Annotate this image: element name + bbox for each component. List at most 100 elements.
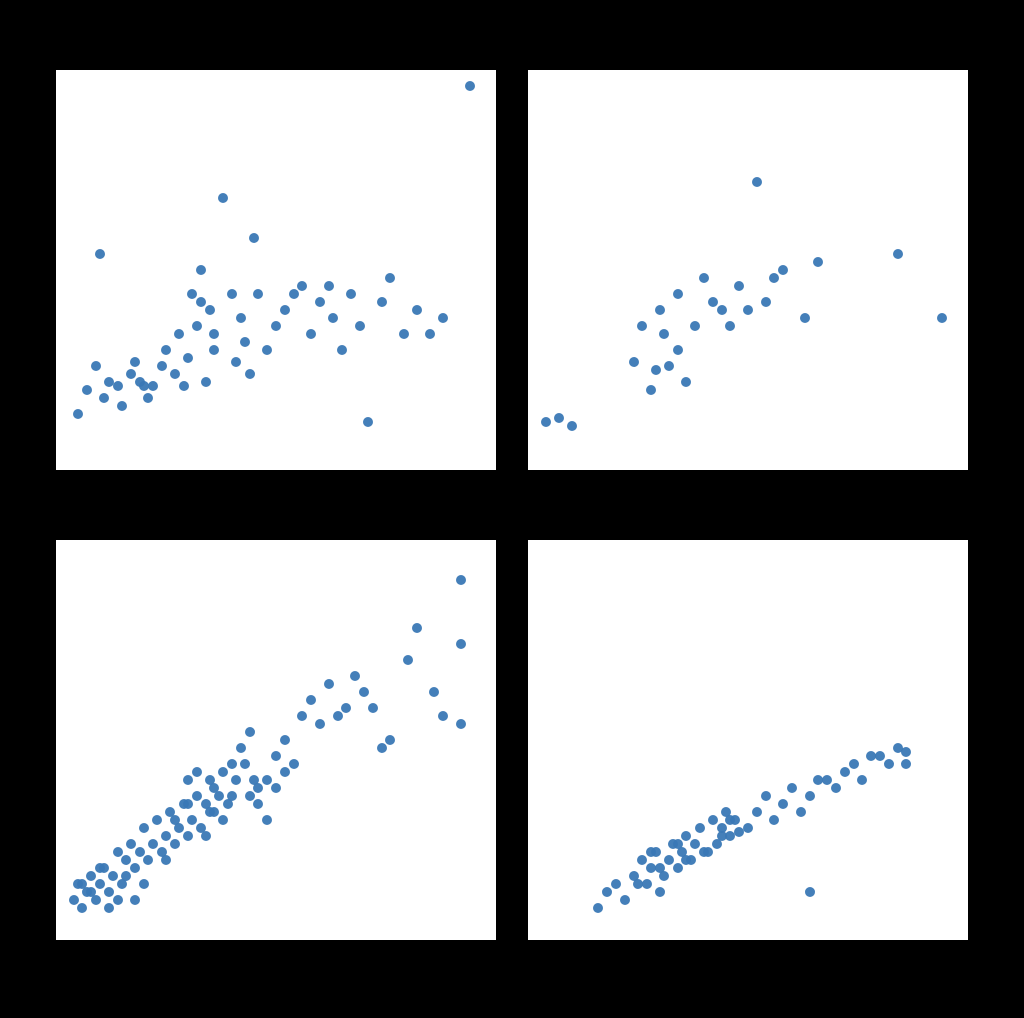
- scatter-point: [157, 361, 167, 371]
- scatter-point: [253, 799, 263, 809]
- scatter-point: [611, 879, 621, 889]
- scatter-point: [695, 823, 705, 833]
- scatter-point: [796, 807, 806, 817]
- scatter-point: [289, 759, 299, 769]
- scatter-point: [681, 855, 691, 865]
- scatter-point: [201, 831, 211, 841]
- scatter-point: [179, 381, 189, 391]
- scatter-point: [681, 831, 691, 841]
- scatter-point: [425, 329, 435, 339]
- scatter-point: [315, 297, 325, 307]
- scatter-point: [456, 639, 466, 649]
- scatter-point: [297, 711, 307, 721]
- scatter-point: [280, 735, 290, 745]
- scatter-point: [315, 719, 325, 729]
- scatter-point: [113, 847, 123, 857]
- scatter-point: [602, 887, 612, 897]
- scatter-point: [717, 305, 727, 315]
- scatter-point: [822, 775, 832, 785]
- scatter-point: [769, 273, 779, 283]
- scatter-point: [646, 847, 656, 857]
- scatter-point: [245, 727, 255, 737]
- scatter-point: [567, 421, 577, 431]
- scatter-point: [280, 767, 290, 777]
- scatter-point: [673, 289, 683, 299]
- scatter-point: [77, 903, 87, 913]
- scatter-point: [253, 289, 263, 299]
- scatter-point: [717, 831, 727, 841]
- scatter-point: [778, 265, 788, 275]
- scatter-point: [403, 655, 413, 665]
- scatter-point: [651, 365, 661, 375]
- scatter-point: [183, 775, 193, 785]
- scatter-point: [664, 855, 674, 865]
- scatter-point: [113, 895, 123, 905]
- scatter-point: [108, 871, 118, 881]
- scatter-point: [368, 703, 378, 713]
- scatter-point: [690, 839, 700, 849]
- scatter-point: [143, 855, 153, 865]
- scatter-point: [95, 249, 105, 259]
- scatter-point: [143, 393, 153, 403]
- scatter-point: [183, 353, 193, 363]
- scatter-point: [280, 305, 290, 315]
- scatter-point: [673, 345, 683, 355]
- scatter-point: [192, 791, 202, 801]
- scatter-point: [629, 357, 639, 367]
- scatter-point: [901, 759, 911, 769]
- scatter-point: [73, 409, 83, 419]
- scatter-point: [306, 329, 316, 339]
- scatter-point: [769, 815, 779, 825]
- scatter-point: [148, 839, 158, 849]
- scatter-point: [800, 313, 810, 323]
- scatter-point: [438, 313, 448, 323]
- scatter-point: [725, 815, 735, 825]
- scatter-point: [196, 265, 206, 275]
- scatter-point: [655, 863, 665, 873]
- scatter-point: [681, 377, 691, 387]
- scatter-point: [161, 855, 171, 865]
- scatter-point: [240, 337, 250, 347]
- scatter-point: [95, 879, 105, 889]
- scatter-point: [209, 345, 219, 355]
- scatter-point: [456, 719, 466, 729]
- scatter-point: [341, 703, 351, 713]
- scatter-point: [399, 329, 409, 339]
- scatter-point: [152, 815, 162, 825]
- scatter-point: [337, 345, 347, 355]
- scatter-panel-bottom-left: [56, 540, 496, 940]
- scatter-point: [385, 273, 395, 283]
- scatter-point: [752, 807, 762, 817]
- scatter-point: [231, 357, 241, 367]
- scatter-point: [646, 385, 656, 395]
- scatter-point: [333, 711, 343, 721]
- scatter-point: [752, 177, 762, 187]
- scatter-point: [126, 369, 136, 379]
- scatter-point: [271, 751, 281, 761]
- scatter-point: [359, 687, 369, 697]
- scatter-point: [95, 863, 105, 873]
- scatter-point: [642, 879, 652, 889]
- scatter-point: [937, 313, 947, 323]
- scatter-point: [86, 887, 96, 897]
- scatter-point: [805, 887, 815, 897]
- scatter-point: [227, 759, 237, 769]
- scatter-point: [690, 321, 700, 331]
- scatter-point: [655, 887, 665, 897]
- scatter-point: [429, 687, 439, 697]
- scatter-point: [324, 281, 334, 291]
- scatter-point: [743, 305, 753, 315]
- scatter-point: [673, 863, 683, 873]
- scatter-point: [840, 767, 850, 777]
- scatter-point: [236, 313, 246, 323]
- scatter-panel-bottom-right: [528, 540, 968, 940]
- scatter-point: [884, 759, 894, 769]
- scatter-point: [231, 775, 241, 785]
- scatter-point: [262, 815, 272, 825]
- scatter-panel-top-right: [528, 70, 968, 470]
- scatter-point: [355, 321, 365, 331]
- scatter-point: [236, 743, 246, 753]
- scatter-point: [240, 759, 250, 769]
- scatter-point: [377, 297, 387, 307]
- scatter-point: [655, 305, 665, 315]
